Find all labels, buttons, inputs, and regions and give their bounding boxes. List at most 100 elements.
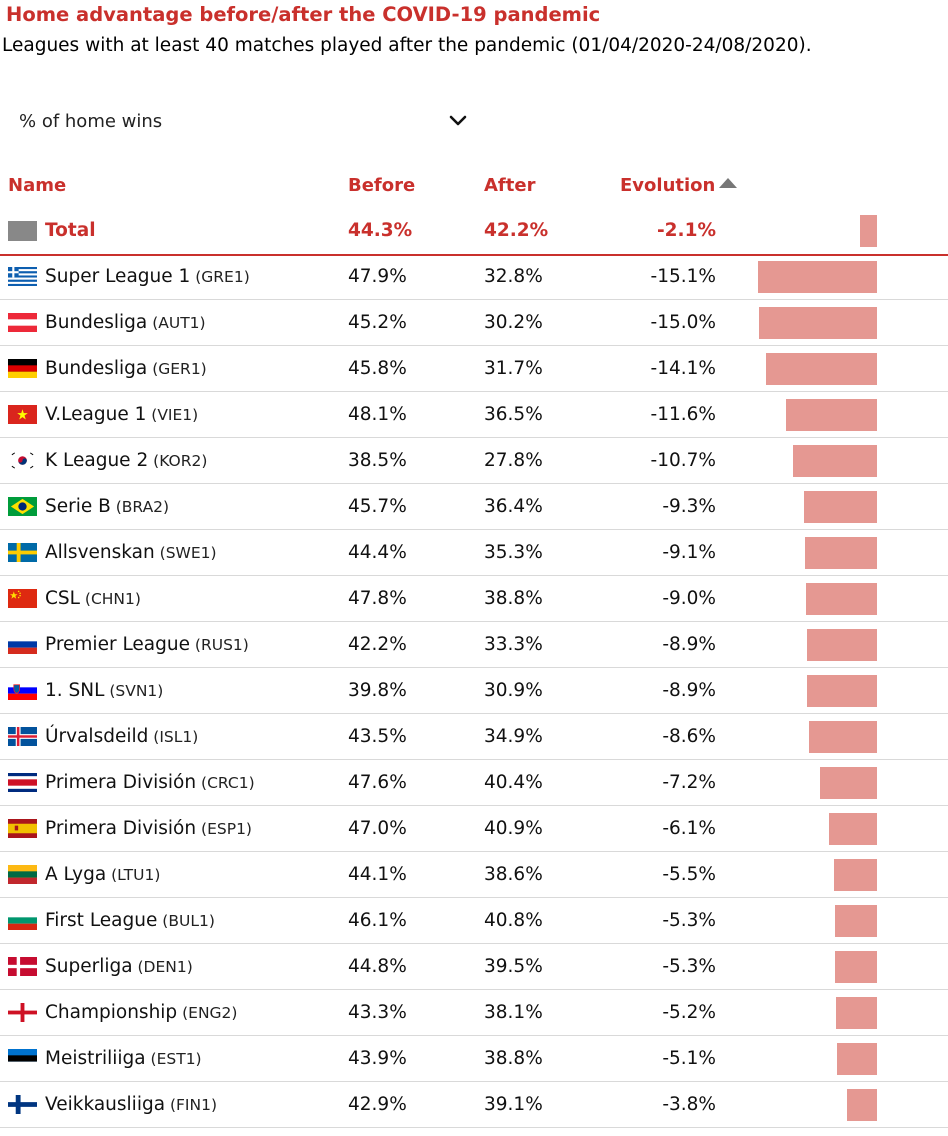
row-name: Primera División (ESP1) <box>45 806 252 852</box>
row-divider <box>0 667 948 668</box>
row-evolution: -11.6% <box>650 404 716 425</box>
flag-vie-icon <box>8 405 37 424</box>
flag-aut-icon <box>8 313 37 332</box>
row-evolution: -9.1% <box>662 542 716 563</box>
table-row: Superliga (DEN1) 44.8% 39.5% -5.3% <box>0 944 948 990</box>
row-divider <box>0 897 948 898</box>
flag-isl-icon <box>8 727 37 746</box>
row-evolution: -9.0% <box>662 588 716 609</box>
table-row: CSL (CHN1) 47.8% 38.8% -9.0% <box>0 576 948 622</box>
evolution-bar <box>828 813 877 845</box>
table-row-total: Total 44.3% 42.2% -2.1% <box>0 208 948 254</box>
row-divider <box>0 529 948 530</box>
row-after: 32.8% <box>484 266 543 287</box>
league-name: Allsvenskan <box>45 542 155 563</box>
flag-rus-icon <box>8 635 37 654</box>
row-before: 44.1% <box>348 864 407 885</box>
evolution-bar <box>803 491 877 523</box>
row-after: 38.1% <box>484 1002 543 1023</box>
row-after: 33.3% <box>484 634 543 655</box>
row-before: 47.6% <box>348 772 407 793</box>
row-divider <box>0 621 948 622</box>
row-after: 42.2% <box>484 220 549 241</box>
chart-title: Home advantage before/after the COVID-19… <box>6 3 601 26</box>
league-code: (CHN1) <box>79 590 141 608</box>
row-before: 42.2% <box>348 634 407 655</box>
table-row: Úrvalsdeild (ISL1) 43.5% 34.9% -8.6% <box>0 714 948 760</box>
row-evolution: -5.3% <box>662 956 716 977</box>
table-row: Allsvenskan (SWE1) 44.4% 35.3% -9.1% <box>0 530 948 576</box>
league-code: (BUL1) <box>157 912 215 930</box>
league-name: Primera División <box>45 818 197 839</box>
league-code: (EST1) <box>145 1050 202 1068</box>
league-name: Premier League <box>45 634 190 655</box>
row-divider <box>0 1035 948 1036</box>
row-evolution: -5.5% <box>662 864 716 885</box>
league-code: (SWE1) <box>154 544 217 562</box>
row-divider <box>0 943 948 944</box>
table-row: Meistriliiga (EST1) 43.9% 38.8% -5.1% <box>0 1036 948 1082</box>
row-divider <box>0 1127 948 1128</box>
flag-chn-icon <box>8 589 37 608</box>
metric-dropdown[interactable]: % of home wins <box>8 98 476 144</box>
row-after: 30.2% <box>484 312 543 333</box>
row-before: 47.9% <box>348 266 407 287</box>
row-name: Superliga (DEN1) <box>45 944 193 990</box>
league-name: Superliga <box>45 956 133 977</box>
row-before: 43.9% <box>348 1048 407 1069</box>
row-before: 44.8% <box>348 956 407 977</box>
league-name: Úrvalsdeild <box>45 726 149 747</box>
evolution-bar <box>835 905 877 937</box>
row-name: CSL (CHN1) <box>45 576 141 622</box>
row-evolution: -15.1% <box>650 266 716 287</box>
table-row: Premier League (RUS1) 42.2% 33.3% -8.9% <box>0 622 948 668</box>
table-row: V.League 1 (VIE1) 48.1% 36.5% -11.6% <box>0 392 948 438</box>
league-code: (DEN1) <box>132 958 193 976</box>
flag-bul-icon <box>8 911 37 930</box>
table-row: First League (BUL1) 46.1% 40.8% -5.3% <box>0 898 948 944</box>
row-name: Meistriliiga (EST1) <box>45 1036 202 1082</box>
row-before: 43.5% <box>348 726 407 747</box>
league-code: (VIE1) <box>146 406 199 424</box>
evolution-bar <box>836 1043 877 1075</box>
row-name: First League (BUL1) <box>45 898 215 944</box>
evolution-bar <box>806 675 877 707</box>
column-header-after[interactable]: After <box>484 172 535 200</box>
evolution-bar <box>785 399 877 431</box>
row-evolution: -8.9% <box>662 634 716 655</box>
evolution-bar <box>833 859 877 891</box>
table-row: K League 2 (KOR2) 38.5% 27.8% -10.7% <box>0 438 948 484</box>
row-after: 38.8% <box>484 588 543 609</box>
column-header-before[interactable]: Before <box>348 172 415 200</box>
row-after: 36.5% <box>484 404 543 425</box>
row-before: 43.3% <box>348 1002 407 1023</box>
league-name: Bundesliga <box>45 312 148 333</box>
row-evolution: -15.0% <box>650 312 716 333</box>
column-header-evolution[interactable]: Evolution <box>620 172 738 200</box>
row-after: 39.1% <box>484 1094 543 1115</box>
league-name: 1. SNL <box>45 680 105 701</box>
evolution-bar <box>805 537 877 569</box>
row-evolution: -7.2% <box>662 772 716 793</box>
league-name: Primera División <box>45 772 197 793</box>
row-divider <box>0 1081 948 1082</box>
row-name: 1. SNL (SVN1) <box>45 668 163 714</box>
row-evolution: -14.1% <box>650 358 716 379</box>
flag-ltu-icon <box>8 865 37 884</box>
column-header-name[interactable]: Name <box>8 172 66 200</box>
flag-eng-icon <box>8 1003 37 1022</box>
flag-swe-icon <box>8 543 37 562</box>
row-evolution: -5.3% <box>662 910 716 931</box>
evolution-bar <box>836 997 877 1029</box>
league-code: (ENG2) <box>177 1004 238 1022</box>
row-before: 45.8% <box>348 358 407 379</box>
row-evolution: -10.7% <box>650 450 716 471</box>
row-evolution: -8.6% <box>662 726 716 747</box>
row-divider <box>0 345 948 346</box>
table-row: Veikkausliiga (FIN1) 42.9% 39.1% -3.8% <box>0 1082 948 1128</box>
evolution-bar <box>847 1089 877 1121</box>
row-before: 44.4% <box>348 542 407 563</box>
flag-fin-icon <box>8 1095 37 1114</box>
league-code: (AUT1) <box>147 314 206 332</box>
total-divider <box>0 254 948 256</box>
